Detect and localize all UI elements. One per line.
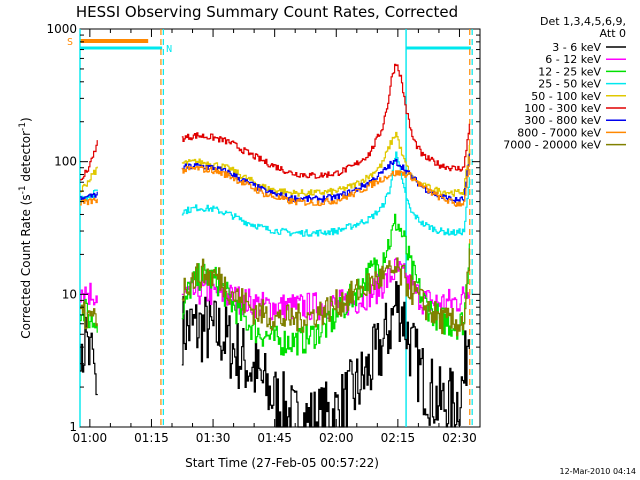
- series-line-pre: [80, 140, 98, 181]
- saa-marker: S: [67, 37, 73, 48]
- series-line: [181, 213, 470, 356]
- series-line-pre: [80, 197, 98, 206]
- observing-flags: SN: [67, 29, 473, 427]
- y-tick-label: 10: [62, 287, 77, 301]
- x-axis-label: Start Time (27-Feb-05 00:57:22): [185, 456, 379, 470]
- series-layer: [80, 63, 470, 428]
- y-axis-label-mid: detector: [19, 131, 33, 186]
- y-axis-label: Corrected Count Rate (s-1 detector-1): [18, 117, 33, 338]
- series-line: [181, 248, 470, 337]
- series-line-pre: [80, 189, 98, 202]
- plot-frame: [79, 28, 481, 428]
- series-line: [181, 281, 470, 428]
- series-line: [181, 63, 470, 179]
- axis-ticks: 1 10 100 1000 01:00 01:15 01:30 01:45 02:00 02:15…: [46, 22, 480, 445]
- legend-label: 6 - 12 keV: [545, 53, 601, 66]
- series-line-pre: [80, 301, 98, 330]
- y-tick-label: 1000: [46, 22, 77, 36]
- y-axis-label-sup2: -1: [18, 122, 28, 131]
- series-line: [181, 151, 470, 237]
- legend-label: 3 - 6 keV: [552, 41, 601, 54]
- series-line-pre: [80, 316, 98, 396]
- x-tick-label: 02:00: [319, 431, 354, 445]
- legend-header-line1: Det 1,3,4,5,6,9,: [540, 15, 626, 28]
- legend-label: 12 - 25 keV: [538, 65, 601, 78]
- legend-label: 25 - 50 keV: [538, 78, 601, 91]
- series-line-pre: [80, 166, 98, 193]
- x-tick-label: 01:30: [196, 431, 231, 445]
- series-line-pre: [80, 191, 98, 202]
- y-axis-label-end: ): [19, 117, 33, 122]
- y-tick-label: 100: [54, 155, 77, 169]
- legend-header-line2: Att 0: [600, 27, 626, 40]
- series-line: [181, 156, 470, 207]
- y-tick-label: 1: [69, 420, 77, 434]
- legend-label: 100 - 300 keV: [524, 102, 601, 115]
- legend-label: 300 - 800 keV: [524, 114, 601, 127]
- chart-title: HESSI Observing Summary Count Rates, Cor…: [76, 3, 458, 21]
- x-tick-label: 01:15: [134, 431, 169, 445]
- x-tick-label: 02:30: [442, 431, 477, 445]
- legend-label: 7000 - 20000 keV: [503, 139, 601, 152]
- x-tick-label: 02:15: [381, 431, 416, 445]
- y-axis-label-sup1: -1: [18, 185, 28, 194]
- night-marker: N: [166, 44, 172, 55]
- legend-label: 800 - 7000 keV: [517, 126, 601, 139]
- legend-label: 50 - 100 keV: [531, 90, 601, 103]
- series-line-pre: [80, 282, 98, 306]
- x-tick-label: 01:45: [257, 431, 292, 445]
- footer-timestamp: 12-Mar-2010 04:14: [560, 467, 637, 476]
- x-tick-label: 01:00: [73, 431, 108, 445]
